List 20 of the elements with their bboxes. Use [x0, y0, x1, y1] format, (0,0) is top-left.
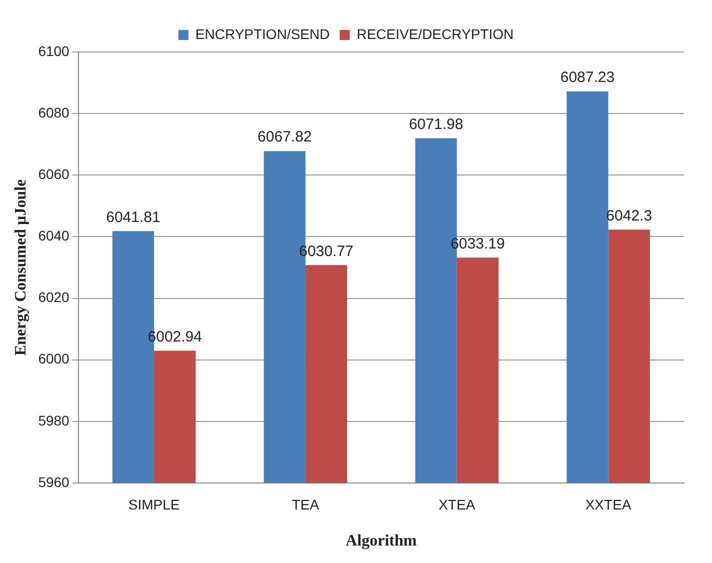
data-label: 6067.82 — [258, 128, 312, 146]
x-tick-label: XXTEA — [585, 496, 632, 512]
legend-label: RECEIVE/DECRYPTION — [356, 26, 514, 42]
y-tick-label: 6040 — [38, 228, 70, 244]
y-tick-label: 6100 — [38, 42, 70, 59]
y-tick-label: 6080 — [38, 104, 70, 120]
data-label: 6071.98 — [408, 116, 464, 133]
legend-label: ENCRYPTION/SEND — [195, 26, 330, 42]
x-tick-label: TEA — [292, 496, 320, 512]
y-axis-title: Energy Consumed µJoule — [12, 179, 30, 356]
y-tick-label: 6060 — [38, 166, 70, 182]
y-tick-label: 6020 — [38, 289, 70, 306]
x-tick-label: XTEA — [438, 496, 476, 512]
y-tick-label: 5960 — [38, 474, 70, 490]
x-tick-label: SIMPLE — [128, 496, 180, 512]
y-tick-label: 5980 — [38, 412, 70, 428]
x-axis-title: Algorithm — [346, 532, 418, 550]
y-tick-label: 6000 — [38, 350, 70, 367]
data-label: 6041.81 — [106, 208, 160, 226]
data-label: 6087.23 — [560, 68, 615, 86]
